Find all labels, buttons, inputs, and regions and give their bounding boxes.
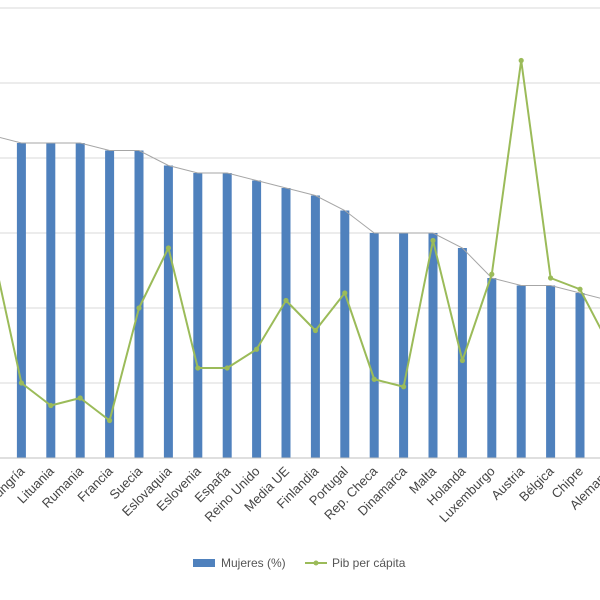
line-point (254, 346, 260, 352)
line-point (577, 286, 583, 292)
trend-line (0, 137, 600, 299)
legend-label-line: Pib per cápita (332, 556, 406, 570)
bar (516, 285, 526, 458)
line-point (401, 384, 407, 390)
line-point (342, 290, 348, 296)
line-point (459, 357, 465, 364)
legend-marker-line (313, 560, 319, 566)
bar (281, 188, 291, 458)
line-point (430, 237, 436, 244)
bar-series (16, 143, 585, 458)
line-point (195, 365, 201, 371)
bar (222, 173, 232, 458)
trend-series (0, 137, 600, 299)
bar (310, 195, 320, 458)
line-point (224, 365, 230, 371)
legend-swatch-bars (193, 559, 215, 567)
line-point (165, 245, 171, 251)
bar (16, 143, 26, 458)
bar (575, 293, 585, 458)
bar (75, 143, 85, 458)
bar (457, 248, 467, 458)
line-point (18, 380, 24, 386)
line-point (518, 57, 524, 64)
series-line (0, 59, 600, 422)
line-point (48, 402, 54, 409)
bar (134, 150, 144, 458)
line-point (283, 297, 289, 304)
line-point (312, 327, 318, 334)
bar (340, 210, 350, 458)
line-point (489, 271, 495, 277)
gridlines (0, 7, 600, 384)
legend: Mujeres (%) Pib per cápita (193, 556, 406, 570)
bar (252, 180, 262, 458)
bar (546, 285, 556, 458)
line-point (77, 395, 83, 401)
bar (369, 233, 379, 458)
bar (105, 150, 115, 458)
bar (487, 278, 497, 458)
bar (399, 233, 409, 458)
bar (163, 165, 173, 458)
line-series (0, 57, 600, 424)
legend-label-bars: Mujeres (%) (221, 556, 286, 570)
line-point (548, 275, 554, 281)
bar (46, 143, 56, 458)
line-point (107, 417, 113, 424)
line-point (136, 305, 142, 311)
bar (193, 173, 203, 458)
line-point (371, 376, 377, 382)
bar (428, 233, 438, 458)
x-tick-labels: EstoniaHungríaLituaniaRumaniaFranciaSuec… (0, 463, 600, 525)
